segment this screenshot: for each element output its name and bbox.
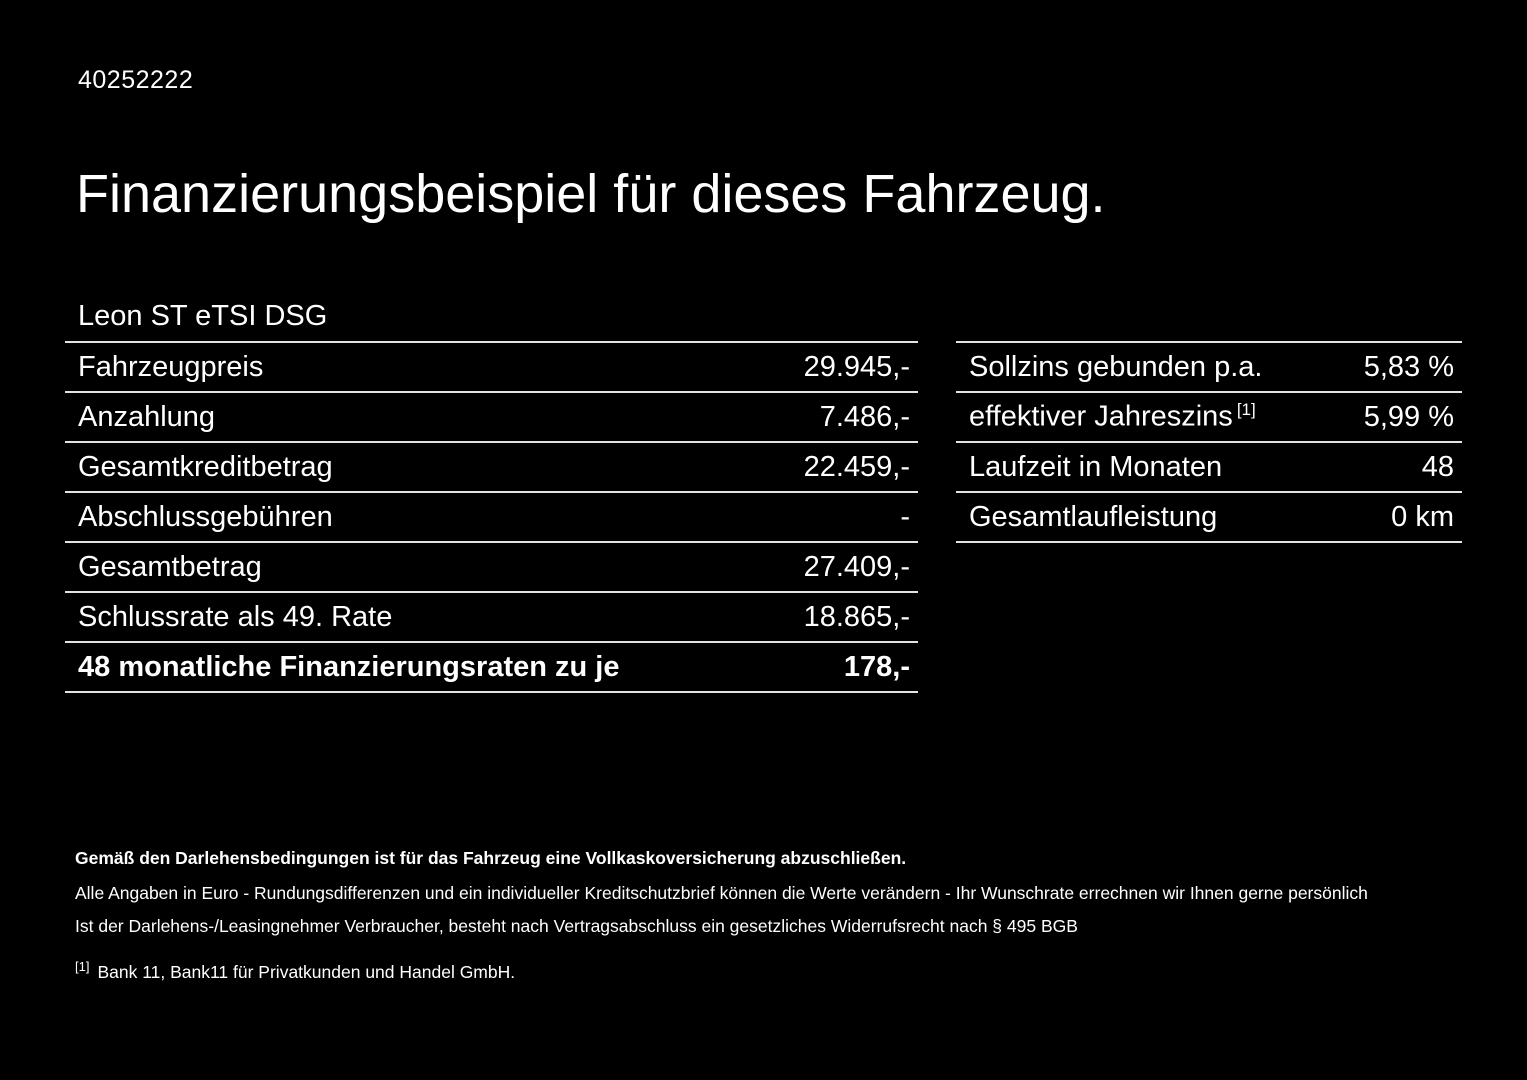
row-label: Abschlussgebühren	[78, 500, 333, 533]
vehicle-model: Leon ST eTSI DSG	[78, 300, 328, 332]
row-label: effektiver Jahreszins [1]	[969, 400, 1256, 434]
row-label: Gesamtlaufleistung	[969, 501, 1217, 534]
row-value: 18.865,-	[803, 600, 910, 633]
footnote-superscript: [1]	[1236, 400, 1256, 420]
table-row-monatliche-raten: 48 monatliche Finanzierungsraten zu je 1…	[65, 643, 918, 693]
financing-table-right: Sollzins gebunden p.a. 5,83 % effektiver…	[956, 341, 1462, 543]
table-row-laufzeit: Laufzeit in Monaten 48	[956, 443, 1462, 493]
row-label: Gesamtbetrag	[78, 550, 262, 583]
row-value: 22.459,-	[803, 450, 910, 483]
footnote-bank-reference: [1] Bank 11, Bank11 für Privatkunden und …	[75, 959, 1467, 983]
row-label-text: Laufzeit in Monaten	[969, 450, 1223, 483]
table-row-gesamtkreditbetrag: Gesamtkreditbetrag 22.459,-	[65, 443, 918, 493]
footnote-disclaimer-1: Alle Angaben in Euro - Rundungsdifferenz…	[75, 883, 1368, 903]
row-value: 178,-	[843, 650, 910, 683]
row-label-text: Sollzins gebunden p.a.	[969, 350, 1263, 383]
footnote-bank-text: Bank 11, Bank11 für Privatkunden und Han…	[97, 961, 516, 982]
row-value: 0 km	[1391, 500, 1454, 533]
row-label: Schlussrate als 49. Rate	[78, 600, 393, 633]
row-label: Laufzeit in Monaten	[969, 451, 1222, 484]
table-row-gesamtlaufleistung: Gesamtlaufleistung 0 km	[956, 493, 1462, 543]
financing-tables: Fahrzeugpreis 29.945,- Anzahlung 7.486,-…	[65, 341, 1462, 693]
table-row-fahrzeugpreis: Fahrzeugpreis 29.945,-	[65, 343, 918, 393]
row-value: 5,83 %	[1363, 350, 1454, 383]
row-label: Anzahlung	[78, 400, 216, 433]
financing-table-left: Fahrzeugpreis 29.945,- Anzahlung 7.486,-…	[65, 341, 918, 693]
reference-number: 40252222	[78, 66, 194, 94]
row-value: 7.486,-	[819, 400, 910, 433]
row-value: 29.945,-	[803, 350, 910, 383]
row-label-text: Gesamtlaufleistung	[969, 500, 1218, 533]
table-row-schlussrate: Schlussrate als 49. Rate 18.865,-	[65, 593, 918, 643]
table-row-abschlussgebuehren: Abschlussgebühren -	[65, 493, 918, 543]
table-row-sollzins: Sollzins gebunden p.a. 5,83 %	[956, 343, 1462, 393]
footnote-insurance-requirement: Gemäß den Darlehensbedingungen ist für d…	[75, 848, 907, 868]
table-row-anzahlung: Anzahlung 7.486,-	[65, 393, 918, 443]
footnote-disclaimer-2: Ist der Darlehens-/Leasingnehmer Verbrau…	[75, 916, 1078, 936]
footnotes-section: Gemäß den Darlehensbedingungen ist für d…	[75, 848, 1467, 983]
row-label: Fahrzeugpreis	[78, 350, 264, 383]
row-value: 48	[1421, 450, 1454, 483]
row-label: Gesamtkreditbetrag	[78, 450, 333, 483]
row-value: 27.409,-	[803, 550, 910, 583]
footnote-marker: [1]	[75, 959, 90, 974]
table-row-effektiver-jahreszins: effektiver Jahreszins [1] 5,99 %	[956, 393, 1462, 443]
row-value: 5,99 %	[1363, 400, 1454, 433]
row-label-text: effektiver Jahreszins	[969, 400, 1233, 433]
table-row-gesamtbetrag: Gesamtbetrag 27.409,-	[65, 543, 918, 593]
row-label: 48 monatliche Finanzierungsraten zu je	[78, 650, 620, 683]
page-title: Finanzierungsbeispiel für dieses Fahrzeu…	[76, 164, 1106, 225]
row-value: -	[900, 500, 910, 533]
row-label: Sollzins gebunden p.a.	[969, 351, 1262, 384]
